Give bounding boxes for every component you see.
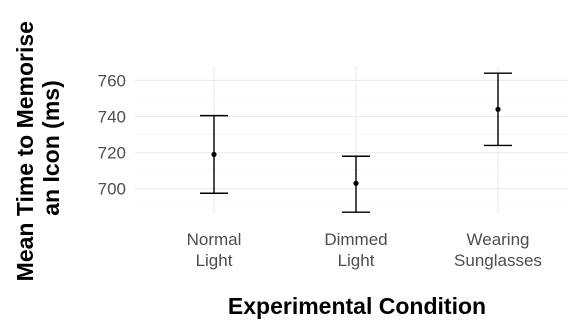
x-axis-title: Experimental Condition xyxy=(228,293,486,319)
x-tick-label-line: Wearing xyxy=(467,230,530,249)
x-tick-label: Wearing Sunglasses xyxy=(454,230,542,270)
errorbar-0 xyxy=(200,114,228,194)
y-tick-label: 700 xyxy=(98,180,126,199)
y-axis-title-line-2: an Icon (ms) xyxy=(38,80,64,215)
x-tick-label-line: Sunglasses xyxy=(454,251,542,270)
x-tick-label-line: Light xyxy=(196,251,233,270)
errorbar-2 xyxy=(484,72,512,147)
y-axis-title: Mean Time to Memorise an Icon (ms) xyxy=(12,15,64,282)
x-tick-label-line: Dimmed xyxy=(324,230,387,249)
mean-point xyxy=(495,106,501,112)
mean-point xyxy=(353,180,359,186)
errorbar-1 xyxy=(342,155,370,213)
mean-point xyxy=(211,151,217,158)
x-tick-label: Normal Light xyxy=(187,230,242,270)
y-axis-title-line-1: Mean Time to Memorise xyxy=(12,21,38,281)
y-tick-label: 720 xyxy=(98,144,126,163)
y-tick-label: 760 xyxy=(98,71,126,90)
x-tick-label-line: Light xyxy=(338,251,375,270)
x-tick-label: Dimmed Light xyxy=(324,230,387,270)
y-tick-label: 740 xyxy=(98,108,126,127)
x-tick-label-line: Normal xyxy=(187,230,242,249)
